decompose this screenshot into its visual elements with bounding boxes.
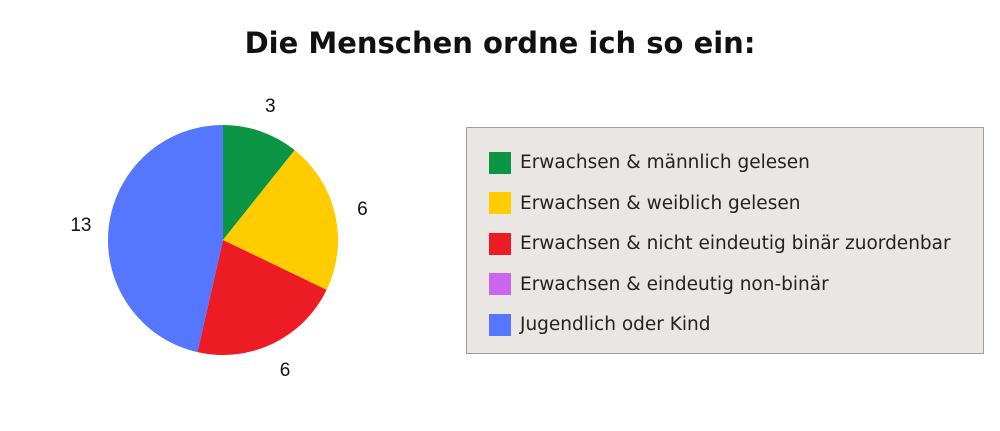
legend-label: Erwachsen & männlich gelesen	[520, 152, 810, 173]
pie-slice-adult-male	[223, 125, 295, 240]
legend-swatch	[489, 232, 511, 255]
legend: Erwachsen & männlich gelesen Erwachsen &…	[466, 127, 984, 354]
data-label-adult-male: 3	[265, 96, 276, 117]
legend-swatch	[489, 273, 511, 295]
data-label-youth-or-child: 13	[70, 215, 91, 236]
legend-item-adult-male: Erwachsen & männlich gelesen	[489, 149, 983, 176]
legend-label: Erwachsen & nicht eindeutig binär zuorde…	[520, 233, 951, 254]
pie-data-labels: 3 6 6 13	[70, 96, 367, 381]
legend-item-adult-not-binary-assignable: Erwachsen & nicht eindeutig binär zuorde…	[489, 230, 983, 257]
pie-slice-youth-or-child	[108, 125, 223, 353]
legend-swatch	[489, 151, 511, 174]
legend-swatch	[489, 313, 511, 336]
chart-title: Die Menschen ordne ich so ein:	[244, 26, 756, 60]
legend-label: Erwachsen & eindeutig non-binär	[520, 273, 829, 295]
legend-item-adult-non-binary: Erwachsen & eindeutig non-binär	[489, 271, 983, 298]
legend-item-youth-or-child: Jugendlich oder Kind	[489, 311, 983, 338]
legend-label: Erwachsen & weiblich gelesen	[520, 192, 801, 214]
legend-item-adult-female: Erwachsen & weiblich gelesen	[489, 190, 983, 217]
pie-slice-adult-female	[223, 150, 338, 290]
pie-slices	[108, 125, 338, 355]
data-label-adult-female: 6	[357, 199, 368, 220]
data-label-adult-not-binary-assignable: 6	[280, 360, 291, 381]
legend-label: Jugendlich oder Kind	[520, 314, 711, 335]
legend-swatch	[489, 192, 511, 214]
pie-slice-adult-not-binary-assignable	[197, 240, 327, 355]
